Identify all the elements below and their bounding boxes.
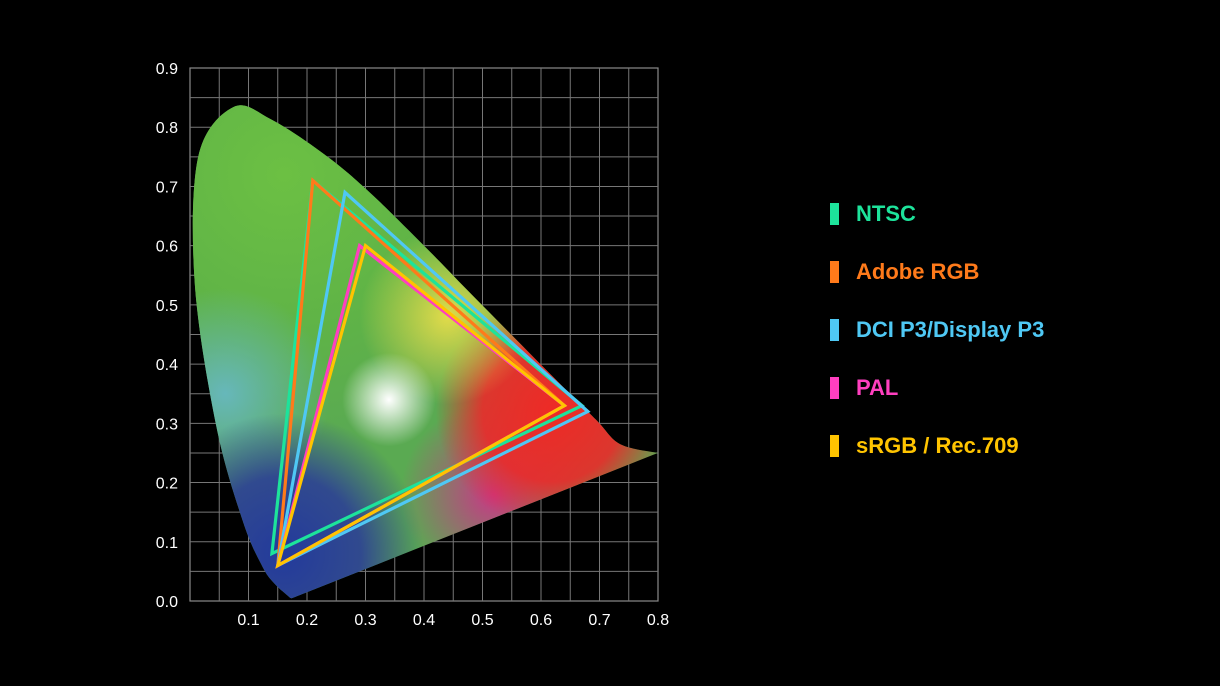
y-tick-label: 0.2 [156, 476, 178, 493]
legend-label: DCI P3/Display P3 [856, 317, 1045, 342]
y-tick-label: 0.8 [156, 120, 178, 137]
legend-label: PAL [856, 375, 899, 400]
y-tick-label: 0.4 [156, 357, 178, 374]
legend-item: NTSC [830, 200, 1044, 228]
y-tick-label: 0.6 [156, 239, 178, 256]
legend-label: Adobe RGB [856, 259, 980, 284]
axis-ticks: 0.0 0.1 0.2 0.3 0.4 0.5 0.6 0.7 0.8 0.9 0.1 0.2 0.3 0… [156, 61, 669, 629]
legend: NTSC Adobe RGB DCI P3/Display P3 PAL sRGB / … [830, 200, 1044, 460]
x-tick-label: 0.8 [647, 612, 669, 629]
legend-swatch [830, 435, 839, 457]
x-tick-label: 0.1 [237, 612, 259, 629]
y-tick-label: 0.3 [156, 416, 178, 433]
gamut-triangle-srgb-rec-709 [275, 242, 568, 569]
y-tick-label: 0.5 [156, 298, 178, 315]
y-tick-label: 0.9 [156, 61, 178, 78]
legend-item: PAL [830, 374, 1044, 402]
x-tick-label: 0.3 [354, 612, 376, 629]
x-tick-label: 0.4 [413, 612, 435, 629]
legend-label: NTSC [856, 201, 916, 226]
x-tick-label: 0.7 [588, 612, 610, 629]
x-tick-label: 0.5 [471, 612, 493, 629]
legend-swatch [830, 319, 839, 341]
legend-swatch [830, 203, 839, 225]
y-tick-label: 0.1 [156, 535, 178, 552]
legend-swatch [830, 377, 839, 399]
legend-swatch [830, 261, 839, 283]
legend-item: DCI P3/Display P3 [830, 316, 1044, 344]
legend-item: sRGB / Rec.709 [830, 432, 1044, 460]
gamut-triangle-ntsc [269, 177, 585, 557]
x-tick-label: 0.2 [296, 612, 318, 629]
legend-item: Adobe RGB [830, 258, 1044, 286]
gamut-triangles [269, 177, 591, 569]
legend-label: sRGB / Rec.709 [856, 433, 1019, 458]
y-tick-label: 0.0 [156, 594, 178, 611]
x-tick-label: 0.6 [530, 612, 552, 629]
y-tick-label: 0.7 [156, 179, 178, 196]
gamut-triangle-dci-p3-display-p3 [275, 189, 591, 569]
